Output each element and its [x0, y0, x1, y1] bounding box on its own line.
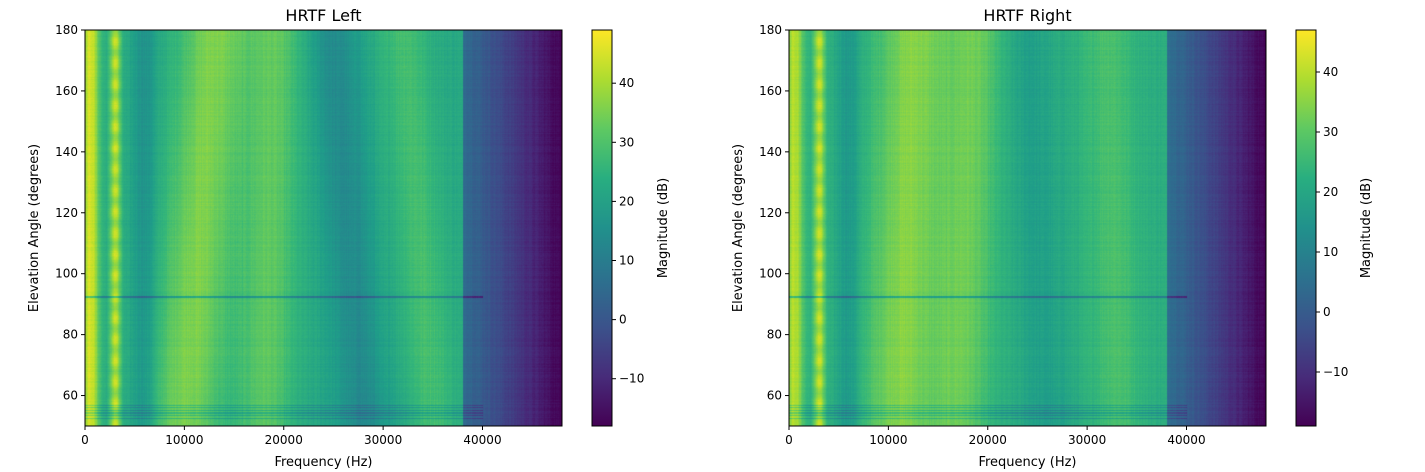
y-tick-label: 120: [55, 206, 78, 220]
colorbar-tick-label: 40: [619, 76, 634, 90]
right-xlabel: Frequency (Hz): [978, 455, 1076, 470]
y-tick-label: 140: [55, 145, 78, 159]
x-tick-label: 30000: [1068, 433, 1106, 447]
left-colorbar-ticks: −10 0 10 20 30 40: [612, 76, 644, 386]
x-tick-label: 40000: [1167, 433, 1205, 447]
right-panel: HRTF Right 0 10000 20000 30000 40000 6080100…: [731, 6, 1374, 470]
y-tick-label: 160: [759, 84, 782, 98]
right-ylabel: Elevation Angle (degrees): [731, 144, 746, 312]
right-colorbar-ticks: −10 0 10 20 30 40: [1316, 65, 1348, 379]
y-tick-label: 140: [759, 145, 782, 159]
right-title: HRTF Right: [983, 6, 1071, 25]
left-heatmap: [85, 30, 562, 426]
y-tick-label: 60: [767, 389, 782, 403]
right-plot-frame: [788, 29, 1267, 427]
right-colorbar-label: Magnitude (dB): [1359, 178, 1374, 278]
colorbar-tick-label: −10: [1323, 365, 1348, 379]
x-tick-label: 20000: [969, 433, 1007, 447]
y-tick-label: 160: [55, 84, 78, 98]
right-x-ticks: 0 10000 20000 30000 40000: [785, 426, 1206, 447]
left-title: HRTF Left: [285, 6, 361, 25]
x-tick-label: 10000: [165, 433, 203, 447]
right-y-ticks: 60 80 100 120 140 160 180: [759, 23, 789, 403]
x-tick-label: 10000: [869, 433, 907, 447]
left-colorbar: −10 0 10 20 30 40 Magnitude (dB): [591, 29, 671, 427]
y-tick-label: 60: [63, 389, 78, 403]
x-tick-label: 20000: [265, 433, 303, 447]
left-ylabel: Elevation Angle (degrees): [27, 144, 42, 312]
x-tick-label: 0: [785, 433, 793, 447]
left-colorbar-bar: [591, 29, 613, 427]
left-plot-frame: [84, 29, 563, 427]
x-tick-label: 0: [81, 433, 89, 447]
colorbar-tick-label: 20: [1323, 185, 1338, 199]
y-tick-label: 100: [55, 267, 78, 281]
colorbar-tick-label: 10: [1323, 245, 1338, 259]
colorbar-tick-label: 10: [619, 254, 634, 268]
colorbar-tick-label: 40: [1323, 65, 1338, 79]
x-tick-label: 30000: [364, 433, 402, 447]
left-x-ticks: 0 10000 20000 30000 40000: [81, 426, 502, 447]
y-tick-label: 100: [759, 267, 782, 281]
y-tick-label: 180: [55, 23, 78, 37]
colorbar-tick-label: 0: [1323, 305, 1331, 319]
y-tick-label: 120: [759, 206, 782, 220]
y-tick-label: 80: [63, 328, 78, 342]
y-tick-label: 80: [767, 328, 782, 342]
colorbar-tick-label: 30: [1323, 125, 1338, 139]
left-y-ticks: 60 80 100 120 140 160 180: [55, 23, 85, 403]
x-tick-label: 40000: [463, 433, 501, 447]
colorbar-tick-label: 20: [619, 194, 634, 208]
left-colorbar-label: Magnitude (dB): [656, 178, 671, 278]
right-colorbar-bar: [1295, 29, 1317, 427]
y-tick-label: 180: [759, 23, 782, 37]
colorbar-tick-label: −10: [619, 372, 644, 386]
left-xlabel: Frequency (Hz): [274, 455, 372, 470]
right-heatmap: [789, 30, 1266, 426]
right-colorbar: −10 0 10 20 30 40 Magnitude (dB): [1295, 29, 1374, 427]
left-panel: HRTF Left 0 10000 20000 30000 40000 60801001…: [27, 6, 671, 470]
colorbar-tick-label: 0: [619, 313, 627, 327]
colorbar-tick-label: 30: [619, 135, 634, 149]
